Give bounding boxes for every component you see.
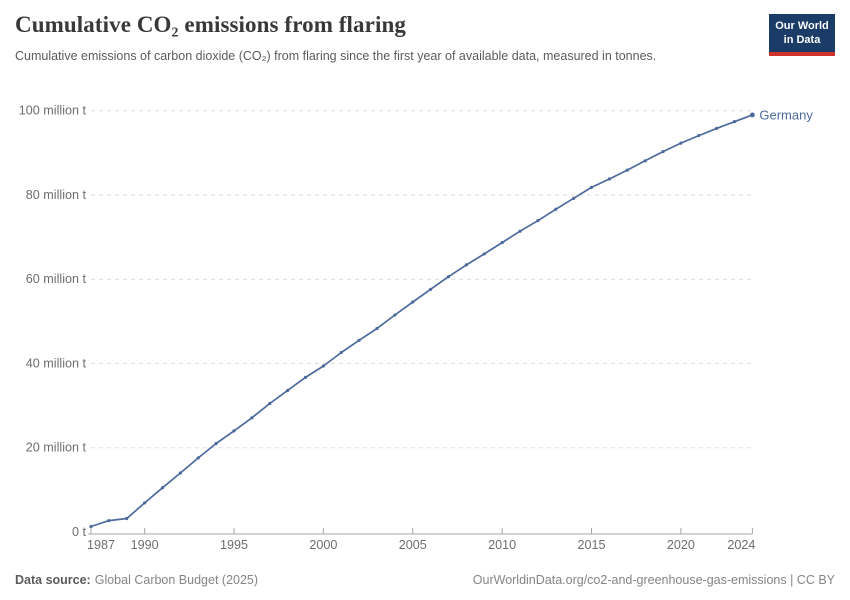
data-point	[125, 516, 129, 521]
data-source: Data source: Global Carbon Budget (2025)	[15, 573, 258, 587]
data-source-value: Global Carbon Budget (2025)	[94, 573, 259, 587]
owid-logo-line2: in Data	[783, 34, 821, 47]
data-point	[286, 388, 290, 393]
data-point	[143, 501, 147, 505]
data-point	[589, 185, 594, 189]
data-point	[321, 364, 325, 368]
data-source-label: Data source:	[15, 573, 91, 587]
data-point	[393, 313, 397, 317]
data-point	[643, 159, 647, 163]
chart-header: Cumulative CO₂ emissions from flaring Ou…	[15, 12, 835, 65]
owid-logo: Our World in Data	[769, 14, 835, 56]
data-point	[107, 519, 111, 523]
data-point	[411, 300, 415, 304]
page-title: Cumulative CO₂ emissions from flaring	[15, 12, 406, 37]
data-point	[375, 326, 379, 331]
y-axis-label: 20 million t	[26, 441, 87, 455]
x-axis-label: 1990	[131, 538, 159, 552]
x-axis-label: 1995	[220, 538, 248, 552]
data-point	[214, 441, 218, 446]
y-axis-label: 40 million t	[26, 356, 87, 370]
x-axis-label: 1987	[87, 538, 115, 552]
data-point	[625, 168, 629, 172]
data-point	[464, 263, 468, 267]
x-axis-label: 2015	[578, 538, 606, 552]
y-axis-label: 60 million t	[26, 272, 87, 286]
data-point	[554, 207, 558, 211]
license-url: OurWorldinData.org/co2-and-greenhouse-ga…	[472, 573, 835, 587]
data-point	[429, 287, 433, 291]
data-point	[196, 456, 200, 460]
x-axis-label: 2024	[727, 538, 755, 552]
data-point	[303, 375, 308, 379]
data-point	[715, 126, 719, 130]
data-point	[500, 240, 504, 245]
y-axis-label: 0 t	[72, 525, 87, 539]
data-point	[536, 219, 540, 223]
x-axis-label: 2005	[399, 538, 427, 552]
data-point	[339, 350, 343, 355]
data-point	[160, 486, 165, 490]
data-point	[482, 252, 486, 256]
data-point	[607, 177, 611, 181]
data-point	[572, 196, 576, 200]
owid-logo-line1: Our World	[775, 20, 829, 32]
data-point	[446, 275, 451, 279]
data-point	[178, 471, 182, 475]
data-point	[250, 416, 254, 420]
chart-subtitle: Cumulative emissions of carbon dioxide (…	[15, 49, 657, 63]
series-end-label: Germany	[759, 107, 813, 122]
data-point	[357, 338, 361, 342]
data-point	[661, 149, 665, 154]
data-point	[679, 141, 683, 145]
data-point	[697, 133, 701, 138]
data-point	[750, 112, 755, 118]
y-axis-label: 80 million t	[26, 188, 87, 202]
data-point	[232, 429, 236, 433]
series-line	[90, 114, 754, 528]
x-axis-label: 2000	[309, 538, 337, 552]
y-axis-label: 100 million t	[19, 104, 87, 118]
data-point	[89, 524, 93, 529]
x-axis-label: 2020	[667, 538, 695, 552]
data-point	[732, 120, 737, 124]
x-axis-label: 2010	[488, 538, 516, 552]
chart-footer: Data source: Global Carbon Budget (2025) …	[15, 573, 835, 587]
data-point	[518, 229, 522, 233]
data-point	[268, 401, 272, 406]
